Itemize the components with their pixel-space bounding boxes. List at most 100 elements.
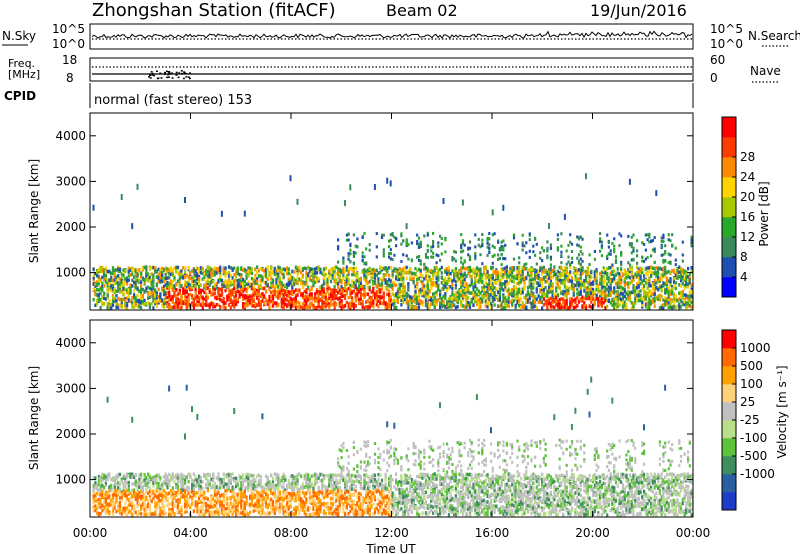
scatter-cell	[389, 279, 392, 283]
nave-point	[188, 77, 191, 80]
scatter-cell	[106, 269, 109, 274]
scatter-cell	[460, 246, 463, 250]
scatter-cell	[632, 257, 635, 261]
scatter-cell	[303, 298, 306, 303]
scatter-cell	[607, 240, 610, 244]
scatter-cell	[539, 296, 542, 300]
scatter-cell	[493, 246, 496, 249]
scatter-cell	[671, 269, 674, 273]
scatter-cell	[607, 290, 610, 294]
scatter-cell	[359, 297, 362, 301]
scatter-cell	[365, 292, 368, 297]
scatter-cell	[514, 303, 517, 308]
scatter-cell	[600, 244, 603, 248]
scatter-cell	[530, 287, 533, 291]
scatter-cell	[518, 256, 521, 260]
scatter-cell	[328, 269, 331, 273]
scatter-cell	[310, 303, 313, 307]
scatter-cell	[537, 273, 540, 278]
scatter-cell	[229, 292, 232, 296]
scatter-cell	[644, 279, 647, 283]
scatter-cell	[599, 302, 602, 306]
scatter-cell	[534, 268, 537, 272]
scatter-cell	[294, 295, 297, 300]
scatter-cell	[567, 243, 570, 247]
scatter-cell	[461, 294, 465, 298]
scatter-cell	[641, 279, 644, 283]
scatter-cell	[569, 301, 572, 306]
scatter-cell	[301, 306, 304, 310]
scatter-cell	[347, 296, 350, 300]
scatter-cell	[294, 302, 297, 306]
scatter-cell	[672, 268, 676, 273]
scatter-cell	[389, 298, 392, 303]
scatter-cell	[314, 267, 317, 271]
scatter-cell	[117, 269, 120, 274]
scatter-cell	[161, 276, 164, 281]
scatter-cell	[593, 276, 596, 280]
scatter-cell	[627, 261, 630, 265]
scatter-cell	[388, 289, 391, 293]
scatter-cell	[231, 280, 234, 284]
scatter-cell	[555, 295, 558, 299]
scatter-cell	[409, 267, 412, 272]
scatter-cell	[337, 281, 340, 286]
scatter-cell	[525, 241, 528, 245]
scatter-cell	[270, 299, 273, 304]
scatter-cell	[315, 288, 319, 292]
power-scatter-cells	[92, 173, 693, 310]
scatter-cell	[294, 293, 297, 298]
scatter-cell	[117, 289, 120, 293]
scatter-cell	[115, 298, 118, 303]
scatter-cell	[479, 300, 482, 305]
scatter-cell	[528, 270, 531, 275]
scatter-cell	[358, 277, 361, 282]
scatter-cell	[667, 279, 670, 283]
scatter-cell	[549, 289, 552, 294]
scatter-cell	[430, 255, 433, 259]
scatter-cell	[180, 301, 183, 306]
scatter-cell	[525, 295, 528, 300]
scatter-cell	[407, 294, 410, 298]
scatter-cell	[259, 283, 262, 287]
scatter-cell	[273, 292, 276, 296]
scatter-cell	[634, 275, 637, 279]
scatter-cell	[451, 287, 454, 291]
scatter-cell	[519, 275, 523, 280]
scatter-cell	[467, 246, 470, 250]
scatter-cell	[155, 291, 158, 295]
scatter-cell	[525, 262, 528, 266]
scatter-cell	[368, 285, 371, 290]
scatter-cell	[498, 287, 501, 291]
scatter-cell	[291, 287, 294, 292]
scatter-cell	[542, 269, 545, 274]
scatter-cell	[171, 288, 174, 292]
scatter-cell	[463, 294, 466, 299]
scatter-cell	[103, 291, 106, 296]
scatter-cell	[625, 282, 628, 286]
scatter-cell	[572, 305, 575, 310]
scatter-cell	[432, 231, 435, 235]
scatter-cell	[333, 305, 336, 310]
scatter-cell	[581, 271, 584, 276]
scatter-cell	[249, 294, 252, 299]
scatter-cell	[541, 272, 544, 276]
scatter-cell	[344, 294, 347, 298]
scatter-cell	[322, 295, 326, 299]
scatter-cell	[416, 298, 419, 302]
scatter-cell	[259, 274, 262, 278]
scatter-cell	[549, 271, 552, 275]
scatter-cell	[456, 297, 459, 302]
scatter-cell	[528, 296, 531, 300]
scatter-cell	[577, 259, 581, 263]
scatter-cell	[238, 272, 241, 277]
scatter-cell	[674, 305, 677, 309]
scatter-cell	[618, 303, 621, 307]
scatter-cell	[94, 289, 97, 293]
scatter-cell	[92, 282, 95, 286]
scatter-cell	[664, 269, 667, 273]
scatter-cell	[655, 281, 658, 285]
scatter-cell	[382, 233, 385, 237]
scatter-cell	[300, 279, 303, 283]
scatter-cell	[101, 275, 104, 280]
